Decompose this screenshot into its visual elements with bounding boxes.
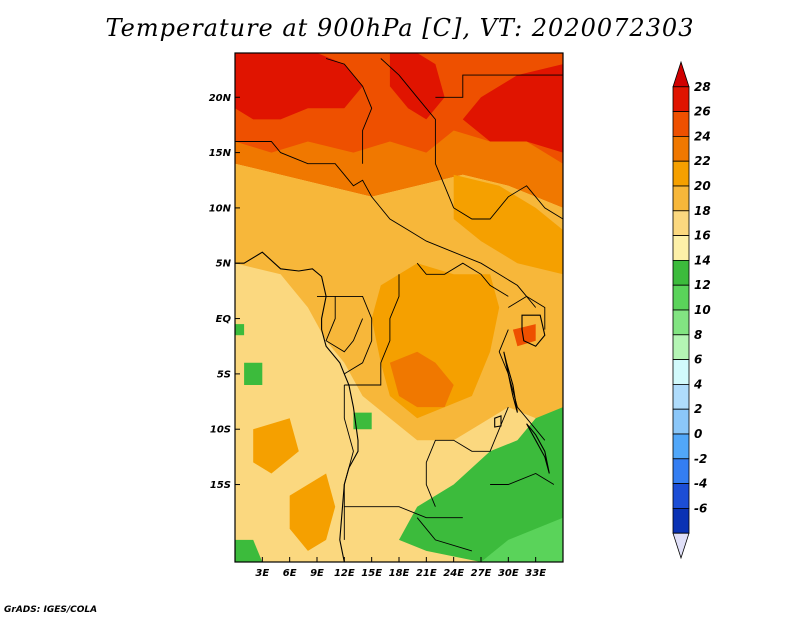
border-layer: [235, 58, 563, 562]
contour-region-26: [512, 324, 536, 347]
country-border: [416, 517, 473, 552]
y-tick-label: EQ: [216, 314, 232, 325]
colorbar-segment: [672, 334, 690, 360]
colorbar-segment: [672, 185, 690, 212]
contour-region-28: [389, 53, 445, 120]
colorbar-label: 4: [693, 377, 702, 391]
colorbar-segment: [672, 111, 690, 137]
colorbar-top-arrow: [672, 60, 690, 88]
colorbar-label: 18: [694, 204, 711, 218]
colorbar-segment: [672, 210, 690, 237]
y-tick-label: 5S: [217, 369, 231, 380]
colorbar-label: 14: [694, 253, 711, 267]
colorbar-label: 2: [694, 402, 702, 416]
colorbar-segment: [672, 259, 690, 286]
country-border: [498, 329, 546, 441]
contour-fill-layer: [235, 53, 563, 562]
colorbar-label: 8: [694, 328, 702, 342]
map-title: Temperature at 900hPa [C], VT: 202007230…: [105, 14, 695, 42]
lake-outline: [521, 314, 546, 347]
colorbar-label: 0: [694, 427, 702, 441]
x-tick-label: 15E: [361, 568, 382, 579]
country-border: [490, 472, 555, 485]
contour-region-22: [289, 473, 336, 551]
country-border: [325, 296, 364, 353]
x-tick-label: 27E: [471, 568, 492, 579]
country-border: [508, 295, 546, 330]
grads-credit: GrADS: IGES/COLA: [4, 605, 98, 615]
contour-region-14: [235, 539, 263, 562]
contour-region-24: [389, 351, 454, 408]
y-tick-label: 10N: [209, 203, 232, 214]
coastline: [235, 251, 359, 562]
colorbar-segment: [672, 160, 690, 187]
x-tick-label: 33E: [525, 568, 546, 579]
colorbar-label: 20: [694, 179, 711, 193]
colorbar-segment: [672, 235, 690, 261]
colorbar-label: 24: [694, 129, 711, 143]
y-tick-label: 15S: [210, 480, 231, 491]
colorbar-label: 26: [694, 105, 711, 119]
x-tick-label: 18E: [389, 568, 410, 579]
contour-region-14: [399, 407, 563, 562]
colorbar-label: -4: [694, 477, 707, 491]
latitude-axis: 20N 15N 10N 5N EQ 5S 10S 15S: [209, 93, 240, 491]
contour-region-28: [462, 64, 563, 153]
country-border: [453, 185, 563, 220]
contour-region-22: [453, 174, 563, 275]
contour-region-28: [235, 53, 363, 120]
lake-outline: [526, 423, 550, 474]
y-tick-label: 15N: [209, 148, 232, 159]
colorbar-segment: [672, 359, 690, 385]
colorbar-label: 16: [694, 229, 711, 243]
colorbar-segment: [672, 458, 690, 484]
x-tick-label: 24E: [443, 568, 464, 579]
colorbar-segment: [672, 309, 690, 336]
country-border: [425, 406, 509, 463]
lake-outline: [503, 351, 518, 413]
colorbar-label: 22: [694, 154, 711, 168]
colorbar-segment: [672, 483, 690, 509]
lake-outline: [494, 415, 502, 428]
colorbar-segment: [672, 408, 690, 435]
contour-region-14: [244, 362, 263, 385]
y-tick-label: 10S: [210, 425, 231, 436]
colorbar-label: 28: [694, 80, 711, 94]
colorbar-segment: [672, 507, 690, 534]
colorbar-label: -2: [694, 452, 707, 466]
contour-region-22: [253, 418, 299, 474]
country-border: [325, 58, 373, 164]
colorbar-label: 6: [694, 353, 702, 367]
x-tick-label: 3E: [255, 568, 269, 579]
colorbar-label: 12: [694, 278, 711, 292]
contour-region-14: [353, 412, 372, 430]
colorbar-segment: [672, 135, 690, 162]
x-tick-label: 9E: [310, 568, 324, 579]
colorbar-label: 10: [694, 303, 711, 317]
country-border: [344, 274, 400, 386]
colorbar-segment: [672, 284, 690, 311]
x-tick-label: 12E: [334, 568, 355, 579]
country-border: [425, 462, 436, 507]
colorbar-segment: [672, 433, 690, 460]
country-border: [416, 262, 509, 297]
country-border: [380, 58, 455, 209]
colorbar-label: -6: [694, 501, 707, 515]
contour-region-12: [481, 517, 563, 562]
contour-region-14: [235, 324, 245, 336]
country-border: [235, 141, 537, 308]
y-tick-label: 20N: [209, 93, 232, 104]
x-tick-label: 21E: [416, 568, 437, 579]
colorbar-segment: [672, 86, 690, 113]
country-border: [435, 74, 563, 98]
x-tick-label: 30E: [498, 568, 519, 579]
colorbar-segment: [672, 383, 690, 410]
longitude-axis: 3E 6E 9E 12E 15E 18E 21E 24E 27E 30E 33E: [255, 557, 546, 579]
x-tick-label: 6E: [283, 568, 297, 579]
y-tick-label: 5N: [216, 259, 232, 270]
colorbar-bottom-arrow: [672, 532, 690, 560]
